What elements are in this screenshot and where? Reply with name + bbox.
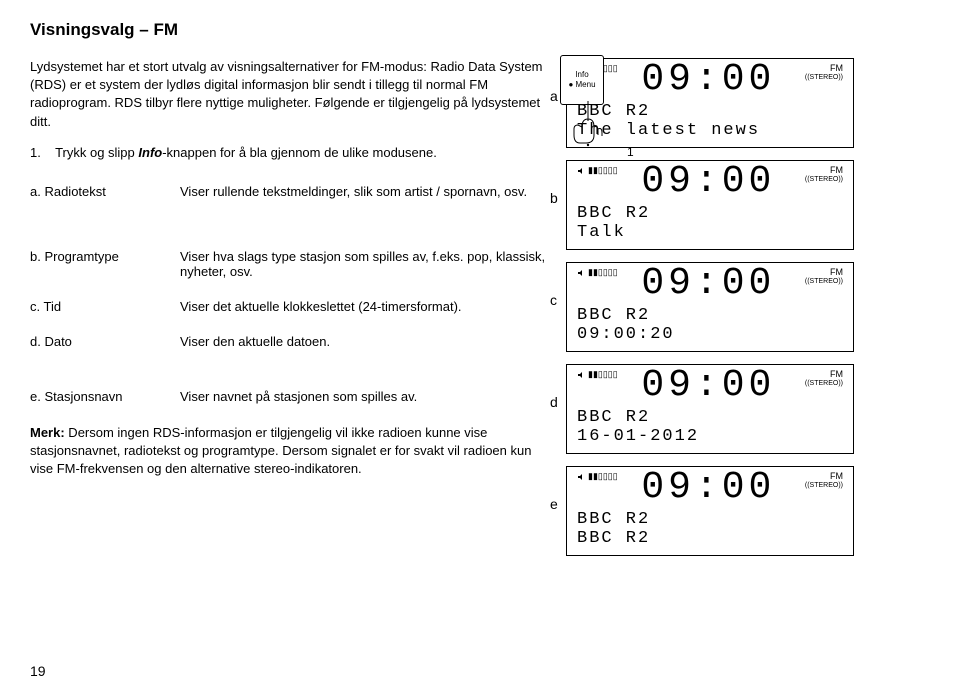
step-1-num: 1. [30, 145, 41, 160]
lcd-d: ▮▮▯▯▯▯ 09:00 FM((STEREO)) BBC R2 16-01-2… [566, 364, 854, 454]
stereo-label-e: ((STEREO)) [799, 482, 843, 490]
row-b-label: b. Programtype [30, 249, 150, 279]
lcd-c: ▮▮▯▯▯▯ 09:00 FM((STEREO)) BBC R2 09:00:2… [566, 262, 854, 352]
row-e-label: e. Stasjonsnavn [30, 389, 150, 404]
callout-number-1: 1 [627, 145, 634, 159]
step-1-post: -knappen for å bla gjennom de ulike modu… [162, 145, 437, 160]
left-column: Lydsystemet har et stort utvalg av visni… [30, 58, 550, 478]
screen-c: c ▮▮▯▯▯▯ 09:00 FM((STEREO)) BBC R2 09:00… [550, 262, 930, 352]
info-button-illustration: Info Menu 1 [560, 55, 608, 147]
info-line-b: Talk [577, 223, 843, 243]
fm-label-b: FM [799, 165, 843, 176]
row-a-label: a. Radiotekst [30, 184, 150, 199]
clock-a: 09:00 [618, 61, 799, 99]
note-body: Dersom ingen RDS-informasjon er tilgjeng… [30, 425, 531, 476]
row-d-label: d. Dato [30, 334, 150, 349]
info-line-c: 09:00:20 [577, 325, 843, 345]
lcd-e: ▮▮▯▯▯▯ 09:00 FM((STEREO)) BBC R2 BBC R2 [566, 466, 854, 556]
station-d: BBC R2 [577, 408, 843, 428]
station-c: BBC R2 [577, 306, 843, 326]
screen-c-letter: c [550, 292, 566, 308]
clock-e: 09:00 [618, 469, 799, 507]
fm-label-c: FM [799, 267, 843, 278]
lcd-a: ▮▮▯▯▯▯ 09:00 FM((STEREO)) BBC R2 The lat… [566, 58, 854, 148]
screen-e-letter: e [550, 496, 566, 512]
row-d: d. Dato Viser den aktuelle datoen. [30, 334, 550, 349]
volume-icon: ▮▮▯▯▯▯ [577, 471, 618, 482]
stereo-label-c: ((STEREO)) [799, 278, 843, 286]
screen-b: b ▮▮▯▯▯▯ 09:00 FM((STEREO)) BBC R2 Talk [550, 160, 930, 250]
volume-icon: ▮▮▯▯▯▯ [577, 369, 618, 380]
step-1-pre: Trykk og slipp [55, 145, 138, 160]
clock-b: 09:00 [618, 163, 799, 201]
row-b: b. Programtype Viser hva slags type stas… [30, 249, 550, 279]
note-prefix: Merk: [30, 425, 65, 440]
station-a: BBC R2 [577, 102, 843, 122]
info-line-a: The latest news [577, 121, 843, 141]
menu-button-label: Menu [568, 80, 595, 90]
row-c: c. Tid Viser det aktuelle klokkeslettet … [30, 299, 550, 314]
intro-text: Lydsystemet har et stort utvalg av visni… [30, 58, 550, 131]
note-text: Merk: Dersom ingen RDS-informasjon er ti… [30, 424, 550, 479]
stereo-label-d: ((STEREO)) [799, 380, 843, 388]
volume-icon: ▮▮▯▯▯▯ [577, 165, 618, 176]
page-title: Visningsvalg – FM [30, 20, 930, 40]
station-b: BBC R2 [577, 204, 843, 224]
screen-d: d ▮▮▯▯▯▯ 09:00 FM((STEREO)) BBC R2 16-01… [550, 364, 930, 454]
clock-d: 09:00 [618, 367, 799, 405]
row-a-desc: Viser rullende tekstmeldinger, slik som … [180, 184, 550, 199]
volume-icon: ▮▮▯▯▯▯ [577, 267, 618, 278]
row-a: a. Radiotekst Viser rullende tekstmeldin… [30, 184, 550, 199]
lcd-b: ▮▮▯▯▯▯ 09:00 FM((STEREO)) BBC R2 Talk [566, 160, 854, 250]
row-e: e. Stasjonsnavn Viser navnet på stasjone… [30, 389, 550, 404]
step-1-button-word: Info [138, 145, 162, 160]
fm-label-d: FM [799, 369, 843, 380]
row-e-desc: Viser navnet på stasjonen som spilles av… [180, 389, 550, 404]
page-number: 19 [30, 663, 46, 679]
fm-label-a: FM [799, 63, 843, 74]
info-menu-button[interactable]: Info Menu [560, 55, 604, 105]
info-line-d: 16-01-2012 [577, 427, 843, 447]
screen-e: e ▮▮▯▯▯▯ 09:00 FM((STEREO)) BBC R2 BBC R… [550, 466, 930, 556]
row-b-desc: Viser hva slags type stasjon som spilles… [180, 249, 550, 279]
screen-b-letter: b [550, 190, 566, 206]
stereo-label-a: ((STEREO)) [799, 74, 843, 82]
row-c-desc: Viser det aktuelle klokkeslettet (24-tim… [180, 299, 550, 314]
info-line-e: BBC R2 [577, 529, 843, 549]
pointing-hand-icon: 1 [568, 99, 608, 147]
stereo-label-b: ((STEREO)) [799, 176, 843, 184]
row-c-label: c. Tid [30, 299, 150, 314]
fm-label-e: FM [799, 471, 843, 482]
row-d-desc: Viser den aktuelle datoen. [180, 334, 550, 349]
clock-c: 09:00 [618, 265, 799, 303]
screen-d-letter: d [550, 394, 566, 410]
station-e: BBC R2 [577, 510, 843, 530]
step-1: 1. Trykk og slipp Info-knappen for å bla… [30, 145, 550, 160]
info-button-label: Info [575, 70, 588, 80]
